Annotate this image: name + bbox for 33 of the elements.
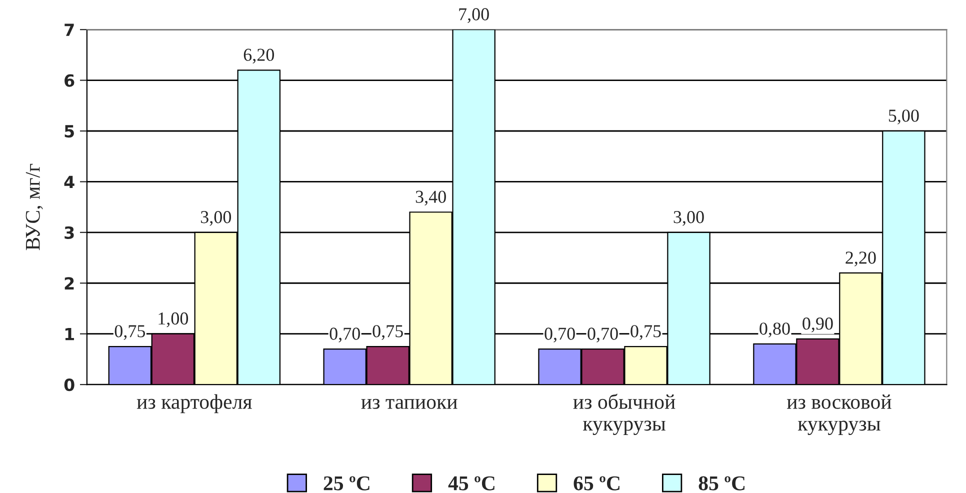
y-axis-title: ВУС, мг/г — [26, 164, 43, 250]
y-tick-label: 0 — [64, 378, 74, 392]
y-tick-label: 1 — [65, 328, 74, 340]
data-label: 6,20 — [244, 48, 274, 64]
x-tick-label: из восковой кукурузы — [786, 394, 892, 435]
data-label: 0,70 — [330, 328, 360, 342]
x-tick-label: из обычной кукурузы — [573, 394, 676, 435]
y-tick-label: 7 — [64, 24, 74, 36]
y-tick-label: 4 — [64, 176, 74, 188]
data-label: 3,00 — [674, 211, 704, 226]
legend-label: 45 ºC — [448, 476, 494, 490]
x-tick-label: из тапиоки — [361, 398, 458, 409]
data-label: 0,90 — [802, 317, 833, 332]
y-tick-label: 6 — [64, 74, 74, 87]
legend-label: 25 ºC — [324, 476, 370, 490]
data-label: 3,40 — [416, 190, 446, 206]
data-label: 7,00 — [459, 8, 489, 23]
data-label: 2,20 — [846, 252, 876, 266]
y-tick-label: 2 — [64, 277, 74, 290]
data-label: 0,70 — [544, 328, 575, 342]
data-label: 1,00 — [158, 312, 188, 328]
legend-label: 85 ºC — [698, 476, 744, 490]
data-label: 0,70 — [588, 328, 618, 342]
data-label: 0,75 — [630, 325, 661, 340]
y-tick-label: 3 — [64, 226, 74, 239]
data-label: 0,75 — [114, 325, 146, 340]
data-label: 0,80 — [760, 322, 790, 338]
y-tick-label: 5 — [64, 125, 74, 138]
data-label: 0,75 — [372, 325, 403, 340]
data-label: 3,00 — [200, 211, 232, 226]
legend-label: 65 ºC — [574, 476, 620, 490]
data-label: 5,00 — [888, 110, 919, 124]
x-tick-label: из картофеля — [136, 394, 252, 414]
